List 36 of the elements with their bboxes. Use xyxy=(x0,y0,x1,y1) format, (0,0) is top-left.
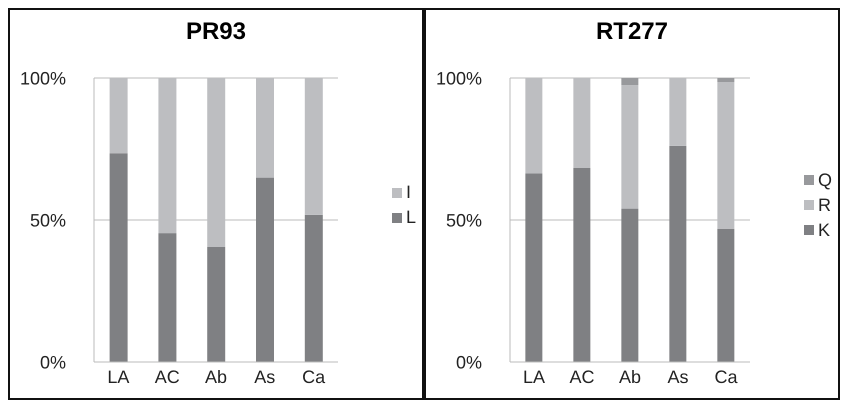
x-tick-label: Ca xyxy=(302,366,326,387)
chart-title: PR93 xyxy=(184,18,248,46)
bar xyxy=(621,78,638,86)
y-tick-label: 100% xyxy=(20,68,66,88)
bar xyxy=(717,228,734,362)
legend-label: I xyxy=(406,182,411,203)
x-tick-label: AC xyxy=(569,366,595,387)
bar xyxy=(573,168,590,362)
bar xyxy=(304,214,323,362)
bar xyxy=(669,146,686,362)
legend-label: L xyxy=(406,207,416,228)
x-tick-label: LA xyxy=(107,366,130,387)
legend-label: Q xyxy=(818,170,832,190)
chart-title: RT277 xyxy=(594,18,670,46)
bar xyxy=(110,153,128,362)
x-tick-label: AC xyxy=(154,366,180,387)
bar xyxy=(717,78,734,82)
bar xyxy=(207,246,226,362)
x-tick-label: Ab xyxy=(618,366,642,387)
x-tick-label: Ca xyxy=(714,366,738,387)
y-tick-label: 0% xyxy=(456,352,482,372)
x-tick-label: As xyxy=(667,366,688,387)
bar xyxy=(621,85,638,209)
legend-label: K xyxy=(818,220,830,240)
bar xyxy=(158,233,176,362)
bar xyxy=(621,208,638,362)
y-tick-label: 50% xyxy=(30,210,66,230)
x-tick-label: LA xyxy=(522,366,546,387)
legend-label: R xyxy=(818,194,831,216)
bar xyxy=(256,178,274,362)
x-tick-label: As xyxy=(254,366,276,387)
y-tick-label: 100% xyxy=(436,68,482,88)
x-tick-label: Ab xyxy=(204,366,228,387)
y-tick-label: 0% xyxy=(40,352,66,372)
y-tick-label: 50% xyxy=(446,210,482,230)
bar xyxy=(525,173,542,362)
